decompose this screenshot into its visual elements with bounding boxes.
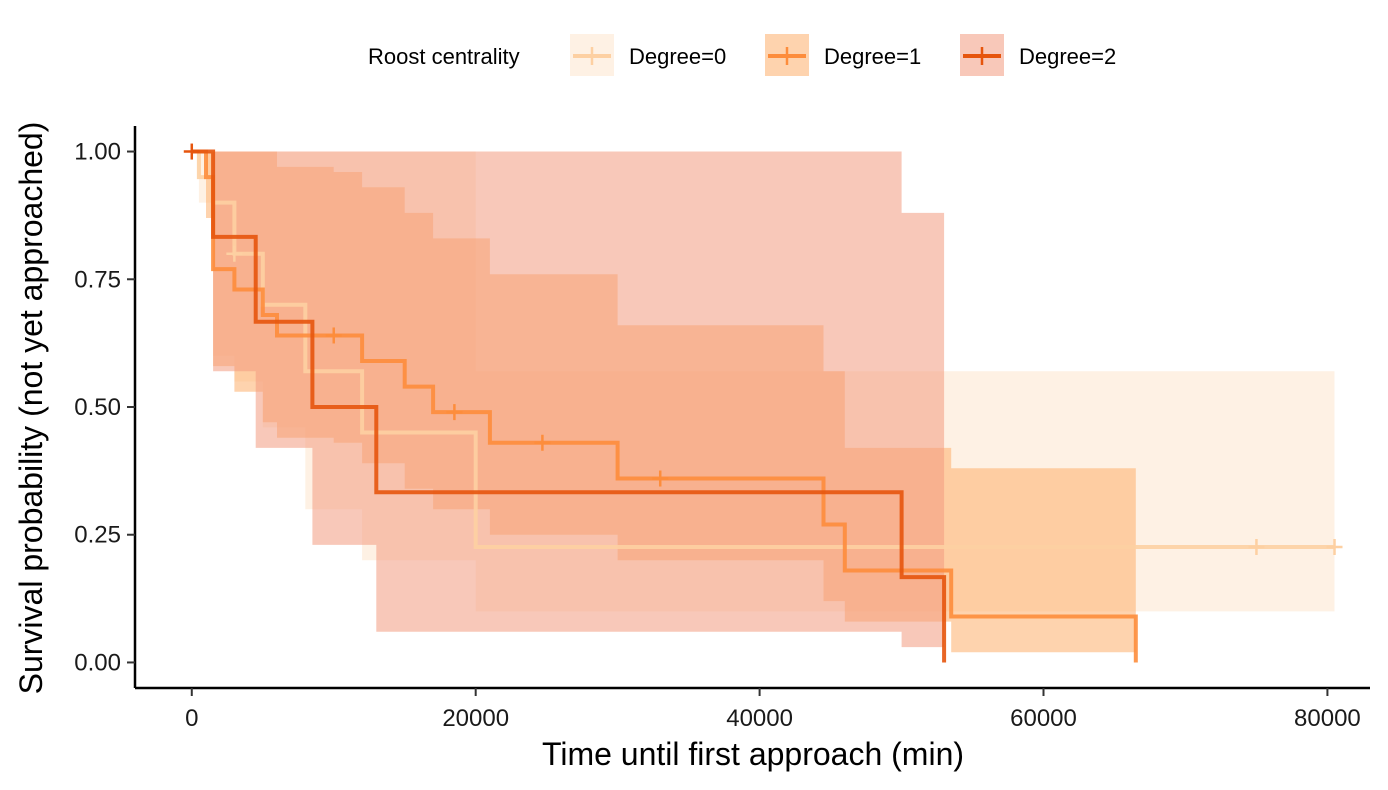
legend: Roost centrality Degree=0 Degree=1 Degree=…: [368, 34, 1116, 76]
censor-mark-degree-0: [1326, 538, 1343, 555]
survival-curve-degree-1: [191, 149, 1138, 663]
legend-item-degree-1: Degree=1: [765, 34, 921, 76]
censor-mark-degree-0: [1248, 538, 1265, 555]
survival-curves: [191, 149, 1335, 663]
x-tick-label: 40000: [726, 705, 793, 732]
censor-mark-degree-1: [652, 470, 669, 487]
y-tick-label: 0.75: [74, 266, 121, 293]
y-tick-label: 0.50: [74, 394, 121, 421]
x-tick-label: 20000: [442, 705, 509, 732]
axes: 0.00 0.25 0.50 0.75 1.00 0 20000 40000 60000 800…: [74, 126, 1370, 732]
legend-label: Degree=2: [1019, 44, 1116, 69]
legend-label: Degree=1: [824, 44, 921, 69]
y-ticks: 0.00 0.25 0.50 0.75 1.00: [74, 139, 135, 676]
legend-title: Roost centrality: [368, 44, 520, 69]
y-axis-title: Survival probability (not yet approached…: [13, 122, 49, 695]
censor-mark-degree-0: [226, 245, 243, 262]
survival-curve-degree-2: [191, 149, 947, 663]
y-tick-label: 1.00: [74, 139, 121, 166]
x-tick-label: 0: [185, 705, 198, 732]
legend-items: Degree=0 Degree=1 Degree=2: [570, 34, 1116, 76]
legend-item-degree-2: Degree=2: [960, 34, 1116, 76]
censor-mark-degree-1: [325, 327, 342, 344]
y-tick-label: 0.00: [74, 649, 121, 676]
censor-marks: [183, 143, 1343, 555]
x-axis-title: Time until first approach (min): [542, 736, 964, 772]
legend-item-degree-0: Degree=0: [570, 34, 726, 76]
x-tick-label: 60000: [1010, 705, 1077, 732]
censor-mark-degree-1: [446, 404, 463, 421]
x-tick-label: 80000: [1294, 705, 1361, 732]
confidence-band-degree-2: [191, 151, 945, 648]
legend-label: Degree=0: [629, 44, 726, 69]
censor-mark-degree-1: [534, 434, 551, 451]
x-ticks: 0 20000 40000 60000 80000: [185, 688, 1361, 732]
censor-mark-degree-2: [183, 143, 200, 160]
y-tick-label: 0.25: [74, 522, 121, 549]
